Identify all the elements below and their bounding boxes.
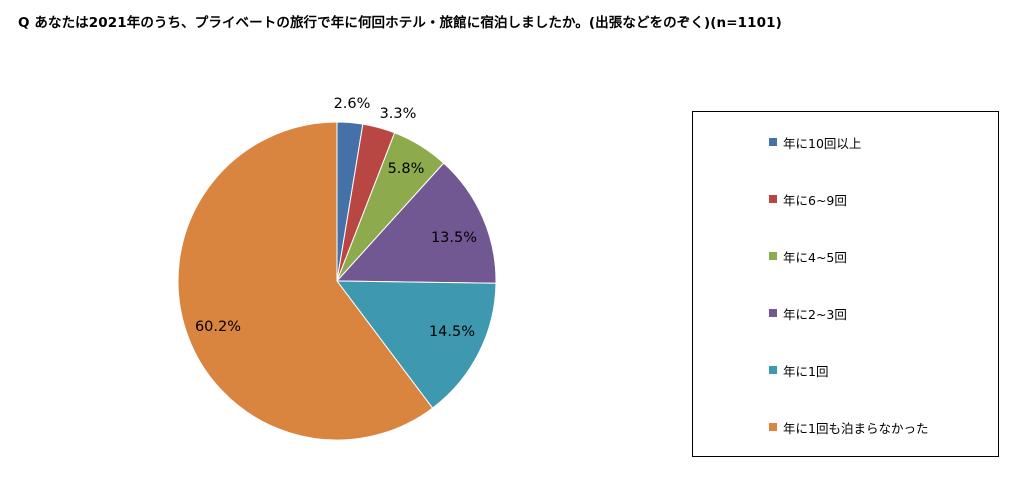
pie-slice	[335, 280, 497, 409]
pie-data-labels: 2.6% 3.3% 5.8% 13.5% 14.5% 60.2%	[195, 96, 477, 340]
pie-slice	[177, 121, 434, 441]
legend-item: 年に2~3回	[769, 305, 847, 322]
legend-swatch	[769, 366, 777, 374]
legend-label: 年に1回	[783, 363, 829, 379]
legend-item: 年に1回	[769, 362, 829, 379]
chart-legend: 年に10回以上 年に6~9回 年に4~5回 年に2~3回 年に1回年に1回も泊まらなかっ…	[692, 111, 999, 457]
pie-data-label: 3.3%	[380, 106, 417, 122]
legend-item: 年に10回以上	[769, 134, 862, 151]
pie-slice	[335, 162, 497, 284]
legend-label: 年に1回も泊まらなかった	[783, 420, 929, 436]
legend-swatch	[769, 252, 777, 260]
legend-swatch	[769, 309, 777, 317]
chart-title: Q あなたは2021年のうち、プライベートの旅行で年に何回ホテル・旅館に宿泊しま…	[18, 15, 782, 31]
legend-label: 年に2~3回	[783, 306, 847, 322]
legend-label: 年に4~5回	[783, 249, 847, 265]
legend-swatch	[769, 423, 777, 431]
pie-data-label: 60.2%	[195, 319, 241, 335]
legend-item: 年に6~9回	[769, 191, 847, 208]
legend-swatch	[769, 195, 777, 203]
pie-data-label: 5.8%	[388, 161, 425, 177]
legend-item: 年に1回も泊まらなかった	[769, 419, 929, 436]
legend-item: 年に4~5回	[769, 248, 847, 265]
pie-data-label: 2.6%	[334, 96, 371, 112]
pie-data-label: 13.5%	[431, 230, 477, 246]
legend-swatch	[769, 138, 777, 146]
legend-label: 年に10回以上	[783, 135, 862, 151]
legend-label: 年に6~9回	[783, 192, 847, 208]
pie-slices	[177, 121, 497, 441]
pie-data-label: 14.5%	[429, 324, 475, 340]
